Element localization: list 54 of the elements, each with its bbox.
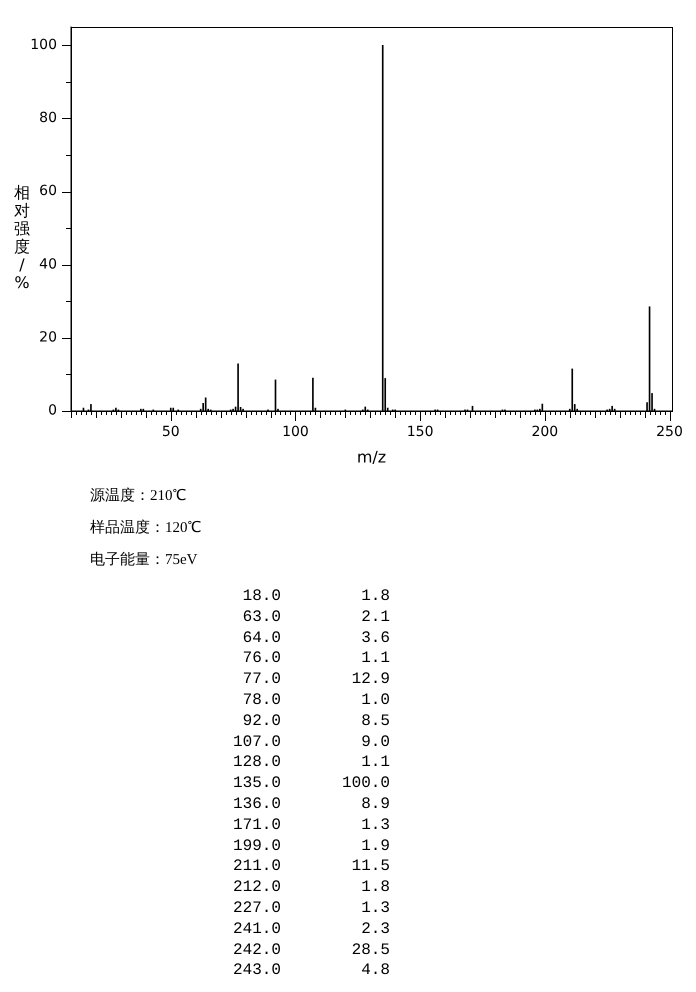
text: 227.0 — [232, 898, 281, 919]
text: 63.0 — [242, 606, 281, 628]
x-tick-label: 150 — [406, 424, 434, 440]
text: 1.3 — [361, 898, 390, 919]
text: 4.8 — [361, 960, 390, 982]
text: 92.0 — [242, 710, 281, 732]
text: 199.0 — [232, 836, 281, 856]
text: 171.0 — [232, 814, 281, 836]
x-axis-title: m/z — [356, 448, 386, 467]
x-tick-label: 100 — [282, 424, 309, 440]
text: 78.0 — [242, 690, 281, 711]
text: 1.1 — [361, 648, 390, 670]
text: 1.3 — [361, 814, 390, 836]
text: 3.6 — [361, 628, 390, 648]
text: 136.0 — [232, 794, 281, 815]
y-tick-label: 20 — [39, 330, 57, 346]
text: 211.0 — [232, 856, 281, 878]
text: 1.1 — [361, 752, 390, 774]
text: 135.0 — [232, 773, 281, 794]
x-tick-label: 200 — [531, 424, 558, 440]
text: 2.3 — [361, 918, 390, 940]
x-tick-label: 250 — [656, 424, 683, 440]
text: 2.1 — [361, 606, 390, 628]
text: 18.0 — [242, 586, 281, 607]
text: 28.5 — [352, 940, 390, 960]
text: 212.0 — [232, 877, 281, 898]
text: 100.0 — [342, 773, 390, 794]
text: 64.0 — [242, 628, 281, 648]
text: 11.5 — [352, 856, 390, 878]
text: 12.9 — [352, 669, 390, 690]
y-tick-label: 100 — [30, 36, 57, 53]
text: 77.0 — [242, 669, 281, 690]
text: 1.8 — [361, 586, 390, 607]
text: 242.0 — [232, 940, 281, 960]
x-tick-label: 50 — [162, 424, 180, 440]
text: 9.0 — [361, 732, 390, 752]
text: 电子能量：75eV — [90, 550, 198, 569]
text: 1.8 — [361, 877, 390, 898]
text: 8.9 — [361, 794, 390, 815]
text: 源温度：210℃ — [90, 486, 186, 505]
text: 1.0 — [361, 690, 390, 711]
y-tick-label: 60 — [39, 183, 57, 200]
text: 样品温度：120℃ — [90, 518, 202, 537]
text: 107.0 — [232, 732, 281, 752]
text: 241.0 — [232, 918, 281, 940]
y-tick-label: 80 — [39, 110, 57, 126]
text: 243.0 — [232, 960, 281, 982]
text: 128.0 — [232, 752, 281, 774]
text: 1.9 — [361, 836, 390, 856]
y-tick-label: 40 — [39, 256, 57, 272]
text: 76.0 — [242, 648, 281, 670]
y-axis-title: 相对强度/% — [13, 183, 31, 292]
text: 8.5 — [361, 710, 390, 732]
y-tick-label: 0 — [48, 402, 57, 419]
